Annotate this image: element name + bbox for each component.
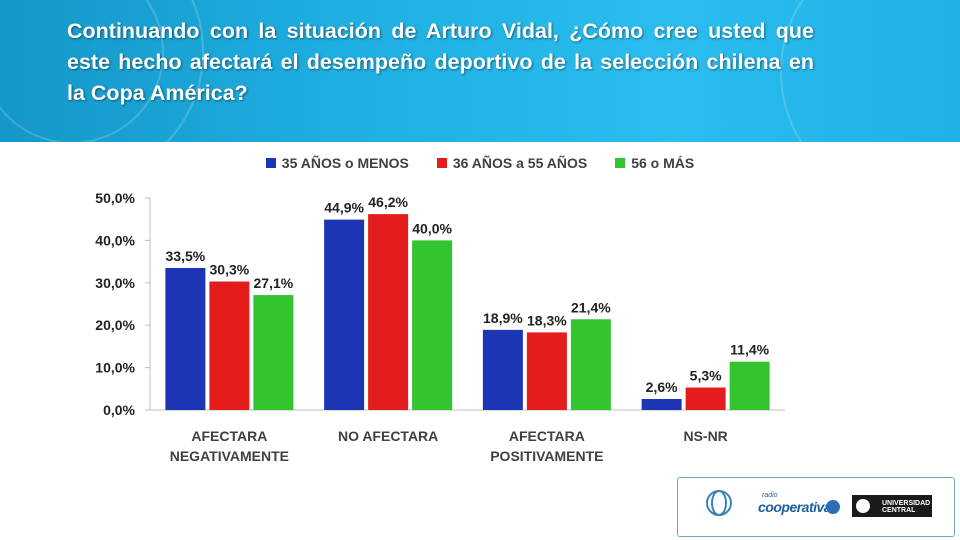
y-tick-label: 20,0% [95, 317, 135, 333]
category-label: AFECTARA [191, 428, 267, 444]
legend-swatch [436, 158, 447, 168]
bar [324, 219, 365, 410]
y-tick-label: 50,0% [95, 190, 135, 206]
y-tick-label: 10,0% [95, 360, 135, 376]
data-label: 21,4% [571, 299, 611, 315]
data-label: 27,1% [254, 275, 294, 291]
logos-box: radio cooperativa UNIVERSIDAD CENTRAL [677, 477, 955, 537]
chart-legend: 35 AÑOS o MENOS 36 AÑOS a 55 AÑOS 56 o MÁS [0, 155, 960, 171]
data-label: 33,5% [166, 248, 206, 264]
university-name: UNIVERSIDAD CENTRAL [882, 500, 931, 514]
header-banner: Continuando con la situación de Arturo V… [0, 0, 960, 142]
bar [368, 214, 409, 410]
legend-label: 36 AÑOS a 55 AÑOS [452, 155, 588, 171]
bar [482, 329, 523, 410]
legend-label: 56 o MÁS [631, 155, 695, 171]
data-label: 18,3% [527, 312, 567, 328]
category-label: NO AFECTARA [338, 428, 438, 444]
bar [570, 319, 611, 410]
legend-item: 56 o MÁS [615, 155, 694, 171]
university-emblem-icon [856, 499, 870, 513]
data-label: 18,9% [483, 310, 523, 326]
cooperativa-logo: cooperativa [758, 499, 832, 515]
bar [685, 387, 726, 410]
bar [165, 267, 206, 410]
bar [729, 361, 770, 410]
category-label: POSITIVAMENTE [490, 448, 603, 464]
page-title: Continuando con la situación de Arturo V… [67, 19, 814, 105]
legend-swatch [615, 158, 626, 168]
bar [209, 281, 250, 410]
bar [253, 295, 294, 410]
category-label: NEGATIVAMENTE [170, 448, 289, 464]
universidad-central-logo: UNIVERSIDAD CENTRAL [852, 495, 932, 517]
y-tick-label: 40,0% [95, 232, 135, 248]
category-label: NS-NR [683, 428, 727, 444]
bar [412, 240, 453, 410]
data-label: 30,3% [210, 262, 250, 278]
data-label: 5,3% [690, 368, 722, 384]
globe-logo-icon [706, 490, 732, 516]
legend-item: 35 AÑOS o MENOS [265, 155, 409, 171]
legend-label: 35 AÑOS o MENOS [281, 155, 409, 171]
cooperativa-icon [826, 500, 840, 514]
bar [526, 332, 567, 410]
y-tick-label: 30,0% [95, 275, 135, 291]
data-label: 46,2% [368, 194, 408, 210]
radio-text: radio [762, 492, 778, 499]
category-label: AFECTARA [509, 428, 585, 444]
data-label: 40,0% [412, 220, 452, 236]
data-label: 11,4% [730, 342, 769, 358]
data-label: 44,9% [324, 200, 364, 216]
legend-swatch [265, 158, 276, 168]
legend-item: 36 AÑOS a 55 AÑOS [436, 155, 588, 171]
decorative-swirl [780, 0, 960, 142]
data-label: 2,6% [646, 379, 678, 395]
y-tick-label: 0,0% [103, 402, 135, 418]
bar [641, 398, 682, 410]
